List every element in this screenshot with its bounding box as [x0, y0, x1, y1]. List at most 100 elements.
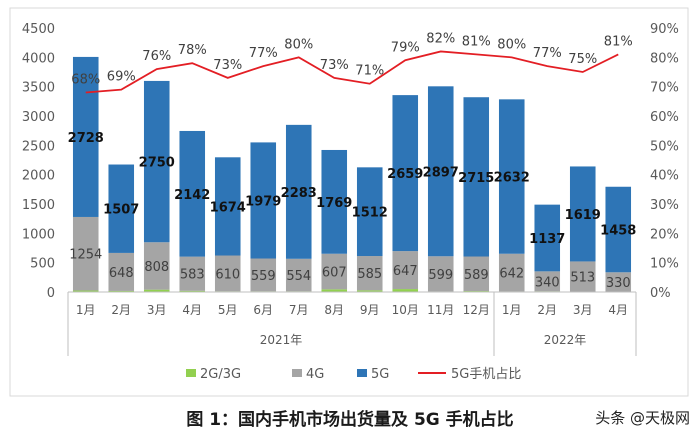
y-left-tick-label: 4000 [22, 51, 55, 66]
bar-4g-segment [427, 256, 454, 292]
bar-4g-segment [498, 253, 525, 292]
data-label-4g: 599 [428, 268, 453, 283]
x-tick-label: 10月 [392, 303, 419, 317]
data-label-5g: 2142 [174, 188, 210, 203]
y-right-tick-label: 80% [650, 51, 679, 66]
bar-4g-segment [143, 242, 170, 290]
data-label-5g: 2715 [458, 171, 494, 186]
figure-caption: 图 1：国内手机市场出货量及 5G 手机占比 [186, 410, 514, 430]
x-tick-label: 4月 [182, 303, 202, 317]
x-tick-label: 4月 [608, 303, 628, 317]
data-label-4g: 607 [322, 266, 347, 281]
bar-5g-segment [427, 86, 454, 257]
x-tick-label: 1月 [502, 303, 522, 317]
y-right-tick-label: 60% [650, 110, 679, 125]
bar-2g3g-segment [179, 290, 206, 292]
legend-2g3g-label: 2G/3G [200, 367, 241, 382]
bar-5g-segment [356, 167, 383, 257]
y-right-tick-label: 0% [650, 286, 671, 301]
x-tick-label: 9月 [360, 303, 380, 317]
group-label: 2021年 [260, 333, 303, 347]
x-tick-label: 2月 [111, 303, 131, 317]
bar-4g-segment [356, 256, 383, 291]
share-data-label: 76% [142, 49, 171, 64]
share-data-label: 77% [249, 46, 278, 61]
bar-4g-segment [463, 256, 490, 292]
bar-5g-segment [214, 157, 241, 256]
y-right-tick-label: 50% [650, 139, 679, 154]
y-right-tick-label: 90% [650, 22, 679, 37]
y-left-tick-label: 3000 [22, 110, 55, 125]
bar-4g-segment [72, 216, 99, 291]
chart-frame [9, 7, 689, 397]
source-watermark: 头条 @天极网 [595, 409, 690, 427]
share-data-label: 73% [213, 58, 242, 73]
data-label-4g: 585 [357, 267, 382, 282]
y-right-tick-label: 20% [650, 227, 679, 242]
data-label-4g: 808 [144, 260, 169, 275]
share-data-label: 77% [533, 46, 562, 61]
bar-4g-segment [321, 253, 348, 290]
y-left-tick-label: 0 [47, 286, 55, 301]
y-right-tick-label: 70% [650, 81, 679, 96]
data-label-5g: 2728 [68, 131, 104, 146]
x-tick-label: 3月 [147, 303, 167, 317]
data-label-4g: 340 [535, 275, 560, 290]
bar-4g-segment [534, 271, 561, 292]
share-data-label: 69% [107, 70, 136, 85]
legend-5g-label: 5G [371, 367, 389, 382]
share-data-label: 81% [462, 34, 491, 49]
y-right-tick-label: 10% [650, 257, 679, 272]
x-tick-label: 3月 [573, 303, 593, 317]
data-label-5g: 1769 [316, 196, 352, 211]
legend-5g-swatch [357, 369, 367, 377]
bar-5g-segment [72, 56, 99, 217]
bar-5g-segment [605, 186, 632, 273]
bar-5g-segment [285, 124, 312, 259]
x-tick-label: 5月 [218, 303, 238, 317]
legend-5g-share-label: 5G手机占比 [451, 367, 521, 382]
bar-2g3g-segment [392, 289, 419, 292]
bar-5g-segment [179, 130, 206, 257]
data-label-5g: 2632 [494, 171, 530, 186]
bar-4g-segment [569, 261, 596, 292]
data-label-4g: 330 [606, 276, 631, 291]
bar-5g-segment [463, 97, 490, 257]
data-label-5g: 2659 [387, 167, 423, 182]
data-label-4g: 642 [499, 267, 524, 282]
bar-4g-segment [179, 256, 206, 291]
share-data-label: 80% [497, 37, 526, 52]
share-data-label: 80% [284, 37, 313, 52]
data-label-5g: 2750 [139, 156, 175, 171]
bar-5g-segment [321, 149, 348, 254]
data-label-4g: 559 [251, 269, 276, 284]
data-label-5g: 2897 [423, 165, 459, 180]
x-tick-label: 6月 [253, 303, 273, 317]
share-data-label: 78% [178, 43, 207, 58]
data-label-4g: 589 [464, 268, 489, 283]
y-right-tick-label: 30% [650, 198, 679, 213]
y-left-tick-label: 4500 [22, 22, 55, 37]
bar-2g3g-segment [143, 289, 170, 292]
share-data-label: 68% [71, 73, 100, 88]
y-left-tick-label: 2000 [22, 169, 55, 184]
share-data-label: 75% [568, 52, 597, 67]
y-left-tick-label: 2500 [22, 139, 55, 154]
bar-5g-segment [143, 80, 170, 243]
data-label-5g: 1619 [565, 208, 601, 223]
share-data-label: 73% [320, 58, 349, 73]
bar-5g-segment [108, 164, 135, 253]
y-left-tick-label: 1500 [22, 198, 55, 213]
x-tick-label: 12月 [463, 303, 490, 317]
data-label-5g: 1674 [210, 200, 246, 215]
data-label-5g: 1512 [352, 206, 388, 221]
share-line [85, 50, 619, 94]
x-tick-label: 1月 [76, 303, 96, 317]
data-label-4g: 648 [109, 266, 134, 281]
bar-5g-segment [534, 204, 561, 272]
bar-2g3g-segment [108, 290, 135, 292]
bar-2g3g-segment [72, 290, 99, 292]
x-tick-label: 8月 [324, 303, 344, 317]
shipment-chart: 0 500 1000 1500 2000 2500 3000 3500 4000 4500 0% 10… [9, 7, 689, 397]
